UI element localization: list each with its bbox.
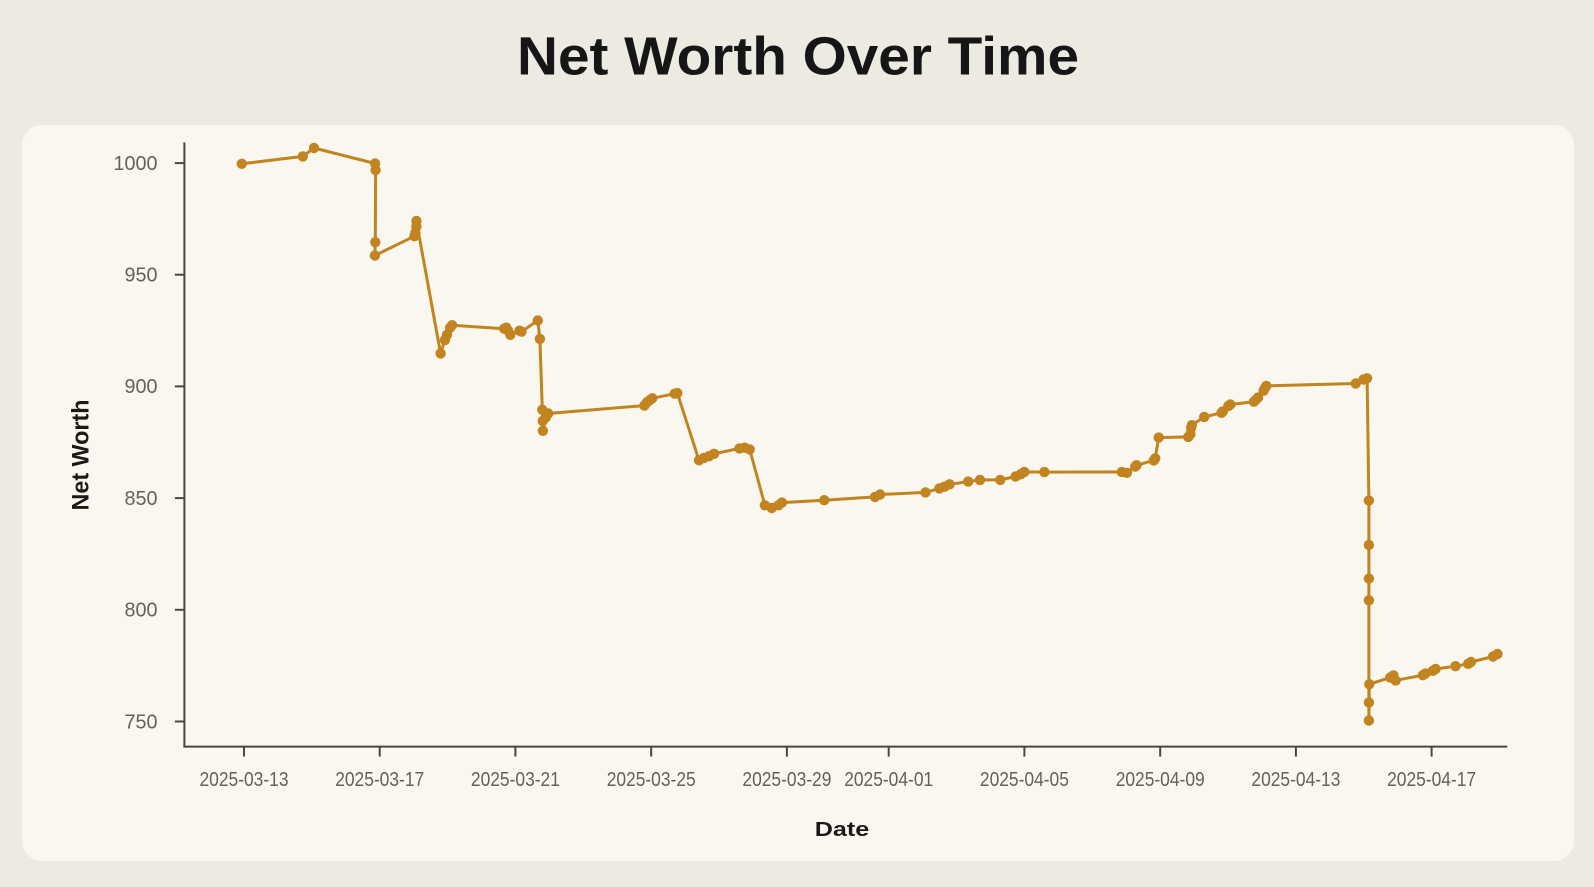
svg-text:Net Worth Over Time: Net Worth Over Time [517,27,1079,87]
svg-text:2025-03-17: 2025-03-17 [335,769,424,791]
svg-text:2025-03-25: 2025-03-25 [607,769,696,791]
svg-text:2025-04-13: 2025-04-13 [1251,769,1340,791]
svg-text:750: 750 [125,711,158,733]
svg-text:2025-04-01: 2025-04-01 [844,769,933,791]
svg-text:2025-03-13: 2025-03-13 [200,769,289,791]
svg-text:1000: 1000 [114,153,158,175]
svg-text:2025-04-05: 2025-04-05 [980,769,1069,791]
svg-text:800: 800 [125,600,158,622]
svg-text:2025-04-17: 2025-04-17 [1387,769,1476,791]
svg-text:2025-03-29: 2025-03-29 [742,769,831,791]
svg-text:850: 850 [125,488,158,510]
svg-text:Date: Date [815,819,870,841]
svg-text:950: 950 [125,265,158,287]
svg-text:2025-03-21: 2025-03-21 [471,769,560,791]
svg-text:900: 900 [125,376,158,398]
svg-text:2025-04-09: 2025-04-09 [1116,769,1205,791]
svg-text:Net Worth: Net Worth [68,400,95,511]
